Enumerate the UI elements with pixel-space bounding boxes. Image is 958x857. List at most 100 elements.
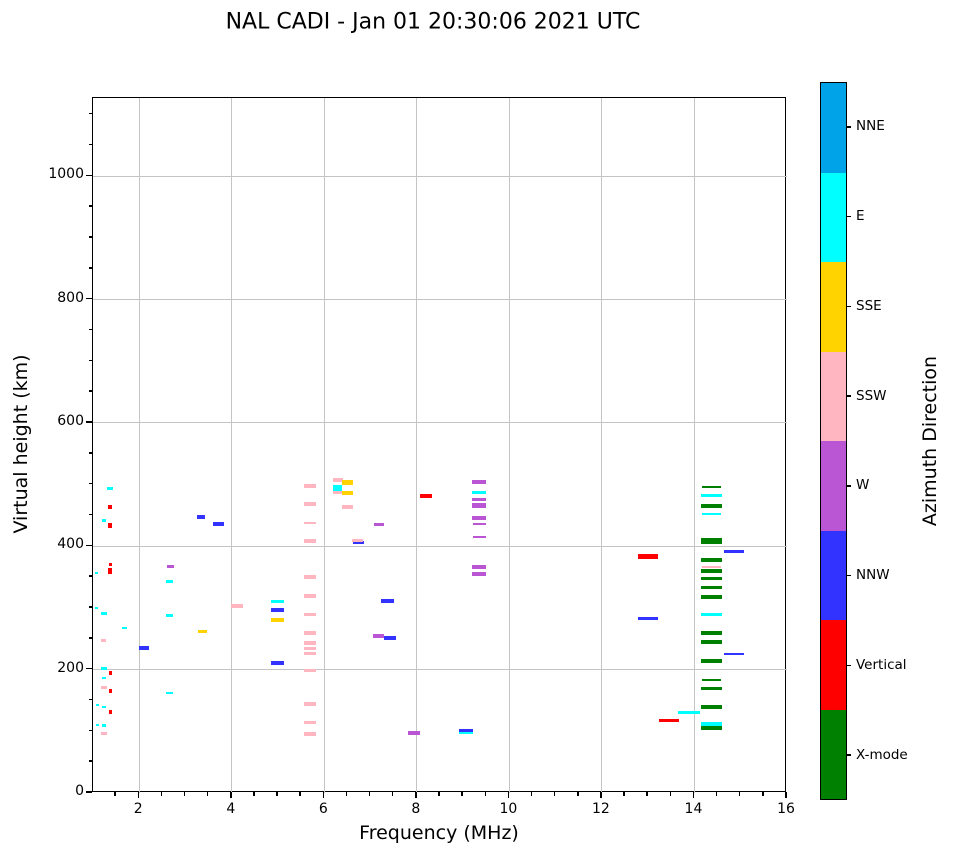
gridline-horizontal [93,545,787,547]
data-point [701,722,722,728]
x-major-tick [230,792,232,798]
data-point [407,731,420,736]
data-point [108,671,113,676]
data-point [472,479,487,484]
y-major-tick [86,544,92,547]
colorbar-category-label: SSE [856,297,882,314]
x-tick-label: 4 [226,801,236,817]
gridline-vertical [693,98,695,793]
colorbar-tick [847,305,851,308]
x-minor-tick [391,792,394,796]
x-minor-tick [461,792,463,796]
x-minor-tick [183,792,186,796]
data-point [95,703,99,706]
colorbar-tick [847,485,851,487]
data-point [701,659,722,664]
data-point [723,550,744,554]
data-point [107,486,114,490]
data-point [701,493,722,497]
colorbar-category-label: Vertical [856,656,907,673]
colorbar [820,82,847,800]
data-point [231,603,244,608]
y-minor-tick [88,236,92,238]
y-minor-tick [88,205,92,207]
gridline-vertical [231,98,233,793]
y-minor-tick [88,606,92,608]
data-point [166,613,174,617]
colorbar-tick [847,395,851,397]
x-tick-label: 14 [684,801,703,817]
data-point [197,514,206,519]
x-minor-tick [623,792,625,796]
y-minor-tick [88,359,92,362]
x-major-tick [507,792,510,798]
colorbar-segment-w [821,441,846,531]
y-minor-tick [88,760,92,762]
data-point [472,572,487,577]
data-point [701,725,722,730]
x-minor-tick [299,792,301,796]
gridline-horizontal [93,175,787,177]
data-point [701,612,722,616]
data-point [472,536,486,539]
data-point [303,720,317,724]
data-point [701,639,722,644]
data-point [95,572,99,575]
data-point [701,537,722,544]
x-minor-tick [276,792,278,796]
colorbar-segment-vertical [821,620,846,710]
data-point [638,553,659,559]
data-point [472,503,487,509]
data-point [212,521,224,526]
x-tick-label: 12 [592,801,610,817]
data-point [472,491,487,495]
colorbar-segment-nne [821,83,846,173]
data-point [101,705,107,708]
colorbar-segment-nnw [821,530,846,620]
data-point [372,633,384,638]
colorbar-segment-ssw [821,351,846,441]
gridline-vertical [508,98,510,793]
x-major-tick [785,792,787,798]
x-minor-tick [715,792,718,796]
colorbar-category-label: W [856,477,870,494]
data-point [341,479,353,485]
gridline-horizontal [93,299,787,301]
y-major-tick [86,667,92,670]
x-minor-tick [114,792,116,796]
data-point [122,627,127,630]
data-point [197,629,207,633]
y-minor-tick [88,328,92,331]
y-major-tick [86,421,92,423]
data-point [107,567,113,574]
colorbar-category-label: SSW [856,387,887,404]
data-point [701,576,722,580]
y-major-tick [86,297,92,300]
data-point [333,484,343,489]
data-point [472,565,487,570]
data-point [352,539,364,543]
data-point [303,538,317,543]
colorbar-category-label: E [856,208,865,225]
data-point [373,522,384,526]
data-point [107,505,113,510]
x-minor-tick [345,792,348,796]
x-minor-tick [438,792,440,796]
x-tick-label: 2 [133,801,143,817]
x-minor-tick [762,792,764,796]
data-point [303,483,317,488]
data-point [304,521,316,524]
data-point [271,608,285,613]
data-point [101,732,107,736]
y-minor-tick [88,513,92,516]
y-minor-tick [88,267,92,269]
x-major-tick [415,792,417,798]
plot-area [92,97,787,793]
gridline-vertical [416,98,418,793]
data-point [304,613,316,617]
data-point [95,606,99,609]
data-point [458,731,473,735]
data-point [701,704,722,709]
gridline-vertical [601,98,603,793]
